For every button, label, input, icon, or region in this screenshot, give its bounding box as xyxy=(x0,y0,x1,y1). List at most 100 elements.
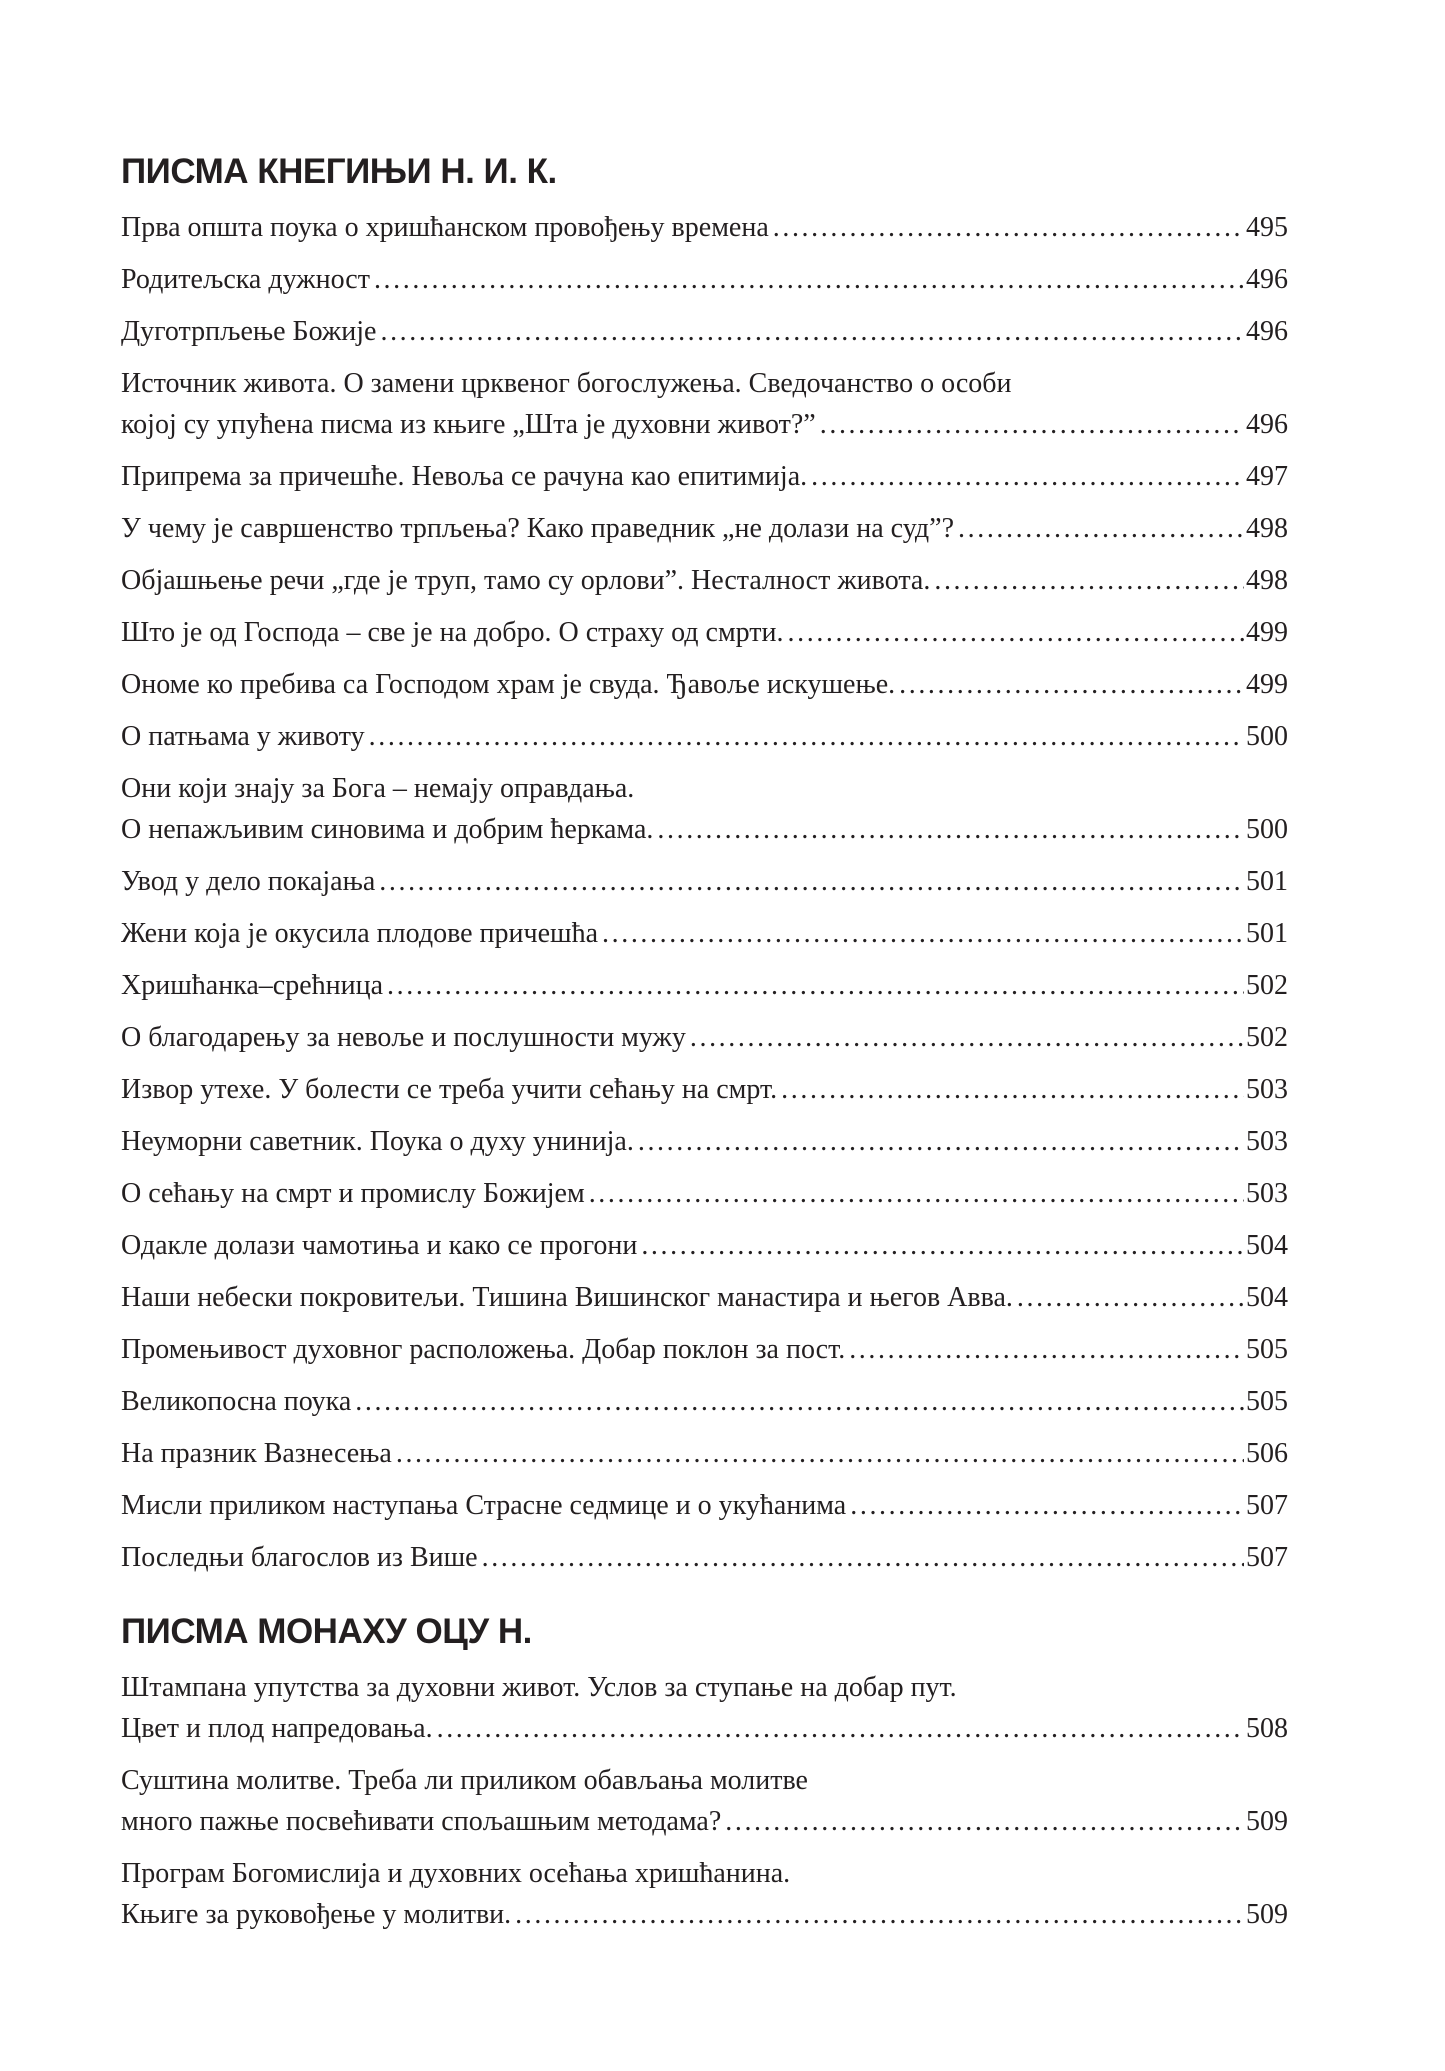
dot-leader xyxy=(374,259,1244,300)
table-of-contents: ПИСМА КНЕГИЊИ Н. И. К. Прва општа поука о… xyxy=(121,150,1288,1946)
entry-last-line: Ономе ко пребива са Господом храм је сву… xyxy=(121,664,1288,705)
entry-title-line: Штампана упутства за духовни живот. Усло… xyxy=(121,1672,957,1703)
page-number: 500 xyxy=(1246,814,1288,845)
entry-title-line: Објашњење речи „где је труп, тамо су орл… xyxy=(121,565,931,596)
page-number: 497 xyxy=(1246,461,1288,492)
entry-title-line: Неуморни саветник. Поука о духу униниjа. xyxy=(121,1126,634,1157)
entry-last-line: О благодарењу за невоље и послушности му… xyxy=(121,1017,1288,1058)
entry-last-line: Одакле долази чамотиња и како се прогони… xyxy=(121,1225,1288,1266)
toc-entry: Објашњење речи „где је труп, тамо су орл… xyxy=(121,560,1288,601)
toc-entry: Промењивост духовног расположења. Добар … xyxy=(121,1329,1288,1370)
entry-last-line: Цвет и плод напредовања. 508 xyxy=(121,1708,1288,1749)
dot-leader xyxy=(773,207,1244,248)
dot-leader xyxy=(690,1017,1244,1058)
toc-entry: Жени која је окусила плодове причешћа 501 xyxy=(121,913,1288,954)
entry-title-line: Суштина молитве. Треба ли приликом обављ… xyxy=(121,1765,808,1796)
entry-title-line: Припрема за причешће. Невоља се рачуна к… xyxy=(121,461,808,492)
entry-title-line: О патњама у животу xyxy=(121,721,365,752)
page-number: 504 xyxy=(1246,1282,1288,1313)
toc-entry: О патњама у животу 500 xyxy=(121,716,1288,757)
page-number: 496 xyxy=(1246,409,1288,440)
dot-leader xyxy=(355,1381,1244,1422)
page-number: 502 xyxy=(1246,1022,1288,1053)
entry-title-line: Хришћанка–срећница xyxy=(121,970,384,1001)
entry-title-line: Великопосна поука xyxy=(121,1386,352,1417)
entry-title-line: Промењивост духовног расположења. Добар … xyxy=(121,1334,846,1365)
page-number: 495 xyxy=(1246,212,1288,243)
page-number: 501 xyxy=(1246,866,1288,897)
toc-entry: Програм Богомислија и духовних осећања х… xyxy=(121,1853,1288,1935)
entry-title-line: Наши небески покровитељи. Тишина Вишинск… xyxy=(121,1282,1013,1313)
entry-title-line: О непажљивим синовима и добрим ћеркама. xyxy=(121,814,654,845)
dot-leader xyxy=(380,311,1244,352)
toc-entry: Мисли приликом наступања Страсне седмице… xyxy=(121,1485,1288,1526)
entry-title-line: Прва општа поука о хришћанском провођењу… xyxy=(121,212,769,243)
dot-leader xyxy=(387,965,1244,1006)
entry-last-line: којој су упућена писма из књиге „Шта је … xyxy=(121,404,1288,445)
page-number: 498 xyxy=(1246,513,1288,544)
page-number: 503 xyxy=(1246,1126,1288,1157)
entry-last-line: Књиге за руковођење у молитви. 509 xyxy=(121,1894,1288,1935)
page-number: 500 xyxy=(1246,721,1288,752)
dot-leader xyxy=(725,1801,1244,1842)
entry-title-line: О благодарењу за невоље и послушности му… xyxy=(121,1022,686,1053)
entry-last-line: Што је од Господа – све је на добро. О с… xyxy=(121,612,1288,653)
page-number: 505 xyxy=(1246,1334,1288,1365)
dot-leader xyxy=(820,404,1244,445)
entry-last-line: Увод у дело покајања 501 xyxy=(121,861,1288,902)
dot-leader xyxy=(515,1894,1244,1935)
dot-leader xyxy=(657,809,1244,850)
page-number: 501 xyxy=(1246,918,1288,949)
section-title: ПИСМА КНЕГИЊИ Н. И. К. xyxy=(121,152,557,191)
toc-entry: Извор утехе. У болести се треба учити се… xyxy=(121,1069,1288,1110)
dot-leader xyxy=(641,1225,1244,1266)
dot-leader xyxy=(396,1433,1244,1474)
entry-last-line: Наши небески покровитељи. Тишина Вишинск… xyxy=(121,1277,1288,1318)
page-number: 509 xyxy=(1246,1899,1288,1930)
dot-leader xyxy=(811,456,1244,497)
entry-last-line: Мисли приликом наступања Страсне седмице… xyxy=(121,1485,1288,1526)
page-number: 509 xyxy=(1246,1806,1288,1837)
dot-leader xyxy=(899,664,1244,705)
entry-last-line: О патњама у животу 500 xyxy=(121,716,1288,757)
entry-last-line: много пажње посвећивати спољашњим метода… xyxy=(121,1801,1288,1842)
entry-title-line: Жени која је окусила плодове причешћа xyxy=(121,918,599,949)
dot-leader xyxy=(379,861,1244,902)
entry-title-line: Извор утехе. У болести се треба учити се… xyxy=(121,1074,778,1105)
toc-entry: У чему је савршенство трпљења? Како прав… xyxy=(121,508,1288,549)
entry-last-line: Неуморни саветник. Поука о духу униниjа.… xyxy=(121,1121,1288,1162)
dot-leader xyxy=(437,1708,1244,1749)
page-number: 502 xyxy=(1246,970,1288,1001)
toc-entry: Наши небески покровитељи. Тишина Вишинск… xyxy=(121,1277,1288,1318)
dot-leader xyxy=(781,1069,1244,1110)
toc-entry: Дуготрпљење Божије 496 xyxy=(121,311,1288,352)
toc-entry: Неуморни саветник. Поука о духу униниjа.… xyxy=(121,1121,1288,1162)
page-number: 499 xyxy=(1246,669,1288,700)
entry-last-line: Промењивост духовног расположења. Добар … xyxy=(121,1329,1288,1370)
dot-leader xyxy=(369,716,1244,757)
dot-leader xyxy=(638,1121,1244,1162)
page-number: 508 xyxy=(1246,1713,1288,1744)
toc-entry: Прва општа поука о хришћанском провођењу… xyxy=(121,207,1288,248)
toc-section: ПИСМА МОНАХУ ОЦУ Н. Штампана упутства за … xyxy=(121,1610,1288,1935)
dot-leader xyxy=(850,1485,1244,1526)
entry-title-line: Дуготрпљење Божије xyxy=(121,316,377,347)
entry-last-line: О непажљивим синовима и добрим ћеркама. 5… xyxy=(121,809,1288,850)
entry-title-line: Источник живота. О замени црквеног богос… xyxy=(121,368,1012,399)
toc-entry: Источник живота. О замени црквеног богос… xyxy=(121,363,1288,445)
entry-title-line: Они који знају за Бога – немају оправдањ… xyxy=(121,773,635,804)
toc-entry: Хришћанка–срећница 502 xyxy=(121,965,1288,1006)
entry-last-line: О сећању на смрт и промислу Божијем 503 xyxy=(121,1173,1288,1214)
entry-last-line: У чему је савршенство трпљења? Како прав… xyxy=(121,508,1288,549)
dot-leader xyxy=(482,1537,1244,1578)
entry-last-line: Дуготрпљење Божије 496 xyxy=(121,311,1288,352)
dot-leader xyxy=(589,1173,1244,1214)
toc-entry: Родитељска дужност 496 xyxy=(121,259,1288,300)
page-number: 498 xyxy=(1246,565,1288,596)
toc-entry: На празник Вазнесења 506 xyxy=(121,1433,1288,1474)
page-number: 496 xyxy=(1246,264,1288,295)
page-number: 507 xyxy=(1246,1542,1288,1573)
dot-leader xyxy=(849,1329,1244,1370)
entry-title-line: којој су упућена писма из књиге „Шта је … xyxy=(121,409,816,440)
entry-title-line: Ономе ко пребива са Господом храм је сву… xyxy=(121,669,896,700)
